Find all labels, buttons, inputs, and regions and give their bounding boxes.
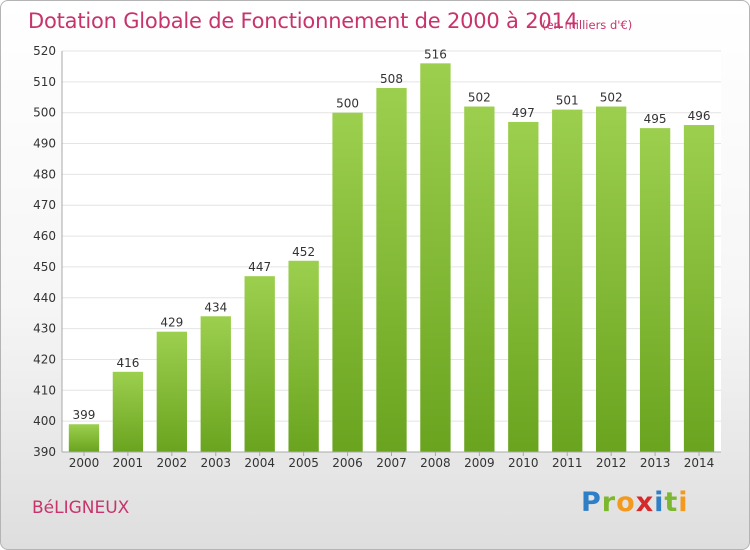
x-axis-labels: 2000 2001 2002 2003 2004 2005 2006 2007 2008 2009…: [69, 452, 715, 470]
y-tick-label: 390: [33, 445, 56, 459]
x-tick-label: 2009: [464, 456, 495, 470]
bar-value-label: 429: [160, 316, 183, 330]
bar: [244, 276, 275, 452]
x-tick-label: 2011: [552, 456, 583, 470]
bar-value-label: 501: [556, 94, 579, 108]
y-tick-label: 440: [33, 291, 56, 305]
x-tick-label: 2008: [420, 456, 451, 470]
x-tick-label: 2002: [157, 456, 188, 470]
logo-letter: P: [581, 487, 602, 518]
bar-value-label: 502: [600, 91, 623, 105]
chart-unit: (en milliers d'€): [542, 18, 633, 32]
bar-value-label: 416: [116, 356, 139, 370]
y-tick-label: 520: [33, 44, 56, 58]
y-tick-label: 410: [33, 383, 56, 397]
logo-letter: i: [654, 487, 665, 518]
bar-value-label: 497: [512, 106, 535, 120]
x-tick-label: 2001: [113, 456, 144, 470]
bar-value-label: 399: [73, 408, 96, 422]
y-tick-label: 490: [33, 137, 56, 151]
bar: [200, 316, 231, 452]
y-tick-label: 480: [33, 167, 56, 181]
y-tick-label: 470: [33, 198, 56, 212]
bar: [464, 106, 495, 453]
x-tick-label: 2000: [69, 456, 100, 470]
logo-letter: o: [616, 487, 636, 518]
x-tick-label: 2004: [244, 456, 275, 470]
bar: [376, 88, 407, 452]
bar: [156, 331, 187, 452]
bar: [639, 128, 671, 452]
logo-letter: i: [678, 487, 689, 518]
bar: [683, 125, 715, 453]
logo-letter: r: [601, 487, 617, 518]
proxiti-logo: Proxiti: [581, 487, 689, 518]
y-tick-label: 400: [33, 414, 56, 428]
chart-title: Dotation Globale de Fonctionnement de 20…: [28, 9, 578, 33]
x-tick-label: 2003: [200, 456, 231, 470]
bars-group: [68, 63, 715, 453]
x-tick-label: 2014: [684, 456, 715, 470]
y-tick-label: 430: [33, 322, 56, 336]
bar: [288, 260, 319, 452]
bar-value-label: 496: [688, 109, 711, 123]
bar-value-label: 434: [204, 300, 227, 314]
bar-value-label: 495: [644, 112, 667, 126]
logo-letter: t: [664, 487, 679, 518]
x-tick-label: 2006: [332, 456, 363, 470]
commune-name: BéLIGNEUX: [32, 498, 130, 518]
x-tick-label: 2005: [288, 456, 319, 470]
bar: [68, 424, 100, 452]
y-tick-label: 450: [33, 260, 56, 274]
y-tick-label: 420: [33, 352, 56, 366]
bar-value-label: 516: [424, 47, 447, 61]
bar-value-label: 502: [468, 91, 491, 105]
bar-value-label: 447: [248, 260, 271, 274]
bar: [552, 109, 583, 452]
x-tick-label: 2007: [376, 456, 407, 470]
bar: [508, 121, 539, 452]
bar-value-label: 500: [336, 97, 359, 111]
bar: [420, 63, 451, 452]
y-axis-labels: 390 400 410 420 430 440 450 460 470 480 490 500 510 5…: [33, 44, 56, 459]
x-tick-label: 2010: [508, 456, 539, 470]
data-labels: 399 416 429 434 447 452 500 508 516 502 497 501 502 4…: [73, 47, 711, 422]
y-tick-label: 500: [33, 106, 56, 120]
y-tick-label: 460: [33, 229, 56, 243]
y-tick-label: 510: [33, 75, 56, 89]
logo-letter: x: [635, 487, 655, 518]
bar: [332, 112, 363, 452]
x-tick-label: 2012: [596, 456, 627, 470]
bar: [596, 106, 627, 453]
bar: [112, 371, 144, 452]
bar-value-label: 452: [292, 245, 315, 259]
x-tick-label: 2013: [640, 456, 671, 470]
bar-value-label: 508: [380, 72, 403, 86]
